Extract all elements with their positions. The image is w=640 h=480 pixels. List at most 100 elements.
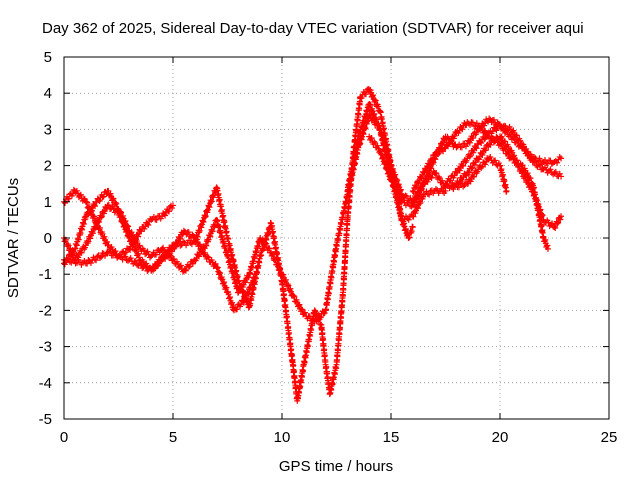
data-point bbox=[486, 140, 493, 147]
data-marker bbox=[242, 279, 249, 286]
data-marker bbox=[88, 207, 95, 214]
data-marker bbox=[510, 127, 517, 134]
data-marker bbox=[87, 235, 94, 242]
data-marker bbox=[489, 135, 496, 142]
y-tick-label: 3 bbox=[44, 121, 52, 138]
data-marker bbox=[460, 162, 467, 169]
data-marker bbox=[93, 257, 100, 264]
data-marker bbox=[465, 169, 472, 176]
x-tick-label: 0 bbox=[60, 429, 68, 446]
data-marker bbox=[107, 190, 114, 197]
data-marker bbox=[122, 217, 129, 224]
data-marker bbox=[195, 253, 202, 260]
data-marker bbox=[410, 188, 417, 195]
data-marker bbox=[199, 248, 206, 255]
data-marker bbox=[65, 242, 72, 249]
data-marker bbox=[455, 184, 462, 191]
data-marker bbox=[110, 195, 117, 202]
data-marker bbox=[465, 169, 472, 176]
data-marker bbox=[456, 141, 463, 148]
series-5 bbox=[344, 101, 565, 232]
data-marker bbox=[293, 296, 300, 303]
data-marker bbox=[112, 199, 119, 206]
data-marker bbox=[103, 238, 110, 245]
data-marker bbox=[266, 245, 273, 252]
data-marker bbox=[73, 187, 80, 194]
data-marker bbox=[298, 306, 305, 313]
data-marker bbox=[478, 164, 485, 171]
data-marker bbox=[285, 282, 292, 289]
data-marker bbox=[168, 253, 175, 260]
data-marker bbox=[527, 175, 534, 182]
data-marker bbox=[552, 225, 559, 232]
data-marker bbox=[426, 162, 433, 169]
series-4 bbox=[61, 85, 416, 404]
data-marker bbox=[164, 251, 171, 258]
data-marker bbox=[463, 172, 470, 179]
data-marker bbox=[492, 157, 499, 164]
data-marker bbox=[441, 145, 448, 152]
data-marker bbox=[405, 216, 412, 223]
y-tick-label: 1 bbox=[44, 194, 52, 211]
data-marker bbox=[482, 147, 489, 154]
data-marker bbox=[513, 157, 520, 164]
data-marker bbox=[368, 134, 375, 141]
data-marker bbox=[98, 253, 105, 260]
data-marker bbox=[95, 219, 102, 226]
data-point bbox=[409, 224, 416, 231]
data-marker bbox=[393, 187, 400, 194]
data-marker bbox=[498, 133, 505, 140]
data-marker bbox=[410, 213, 417, 220]
data-point bbox=[544, 245, 551, 252]
data-marker bbox=[153, 251, 160, 258]
data-marker bbox=[95, 218, 102, 225]
data-marker bbox=[473, 145, 480, 152]
data-marker bbox=[91, 225, 98, 232]
data-marker bbox=[466, 139, 473, 146]
data-marker bbox=[168, 246, 175, 253]
data-marker bbox=[113, 200, 120, 207]
data-marker bbox=[447, 139, 454, 146]
data-marker bbox=[128, 229, 135, 236]
data-marker bbox=[61, 199, 68, 206]
data-marker bbox=[523, 145, 530, 152]
data-marker bbox=[445, 143, 452, 150]
data-marker bbox=[389, 177, 396, 184]
y-tick-label: -1 bbox=[39, 266, 52, 283]
data-marker bbox=[404, 199, 411, 206]
data-marker bbox=[65, 195, 72, 202]
data-marker bbox=[414, 204, 421, 211]
data-marker bbox=[485, 133, 492, 140]
data-marker bbox=[362, 91, 369, 98]
data-marker bbox=[91, 213, 98, 220]
data-marker bbox=[370, 92, 377, 99]
y-axis-label: SDTVAR / TECUs bbox=[5, 178, 22, 298]
data-marker bbox=[468, 165, 475, 172]
data-marker bbox=[91, 256, 98, 263]
data-marker bbox=[157, 258, 164, 265]
data-marker bbox=[428, 187, 435, 194]
data-marker bbox=[429, 156, 436, 163]
data-marker bbox=[413, 195, 420, 202]
data-marker bbox=[116, 251, 123, 258]
data-marker bbox=[291, 293, 298, 300]
data-marker bbox=[555, 219, 562, 226]
data-marker bbox=[358, 95, 365, 102]
data-marker bbox=[428, 174, 435, 181]
data-marker bbox=[481, 122, 488, 129]
data-marker bbox=[436, 149, 443, 156]
data-marker bbox=[374, 142, 381, 149]
chart-title: Day 362 of 2025, Sidereal Day-to-day VTE… bbox=[42, 20, 584, 37]
data-marker bbox=[556, 170, 563, 177]
data-marker bbox=[170, 256, 177, 263]
data-marker bbox=[481, 136, 488, 143]
data-marker bbox=[122, 253, 129, 260]
data-marker bbox=[458, 144, 465, 151]
data-marker bbox=[487, 153, 494, 160]
data-marker bbox=[169, 205, 176, 212]
data-marker bbox=[101, 233, 108, 240]
data-point bbox=[170, 202, 176, 209]
axis-ticks: 0 5 10 15 20 25 -5 -4 -3 -2 -1 0 1 2 3 4 5 bbox=[39, 49, 618, 446]
y-tick-label: -2 bbox=[39, 302, 52, 319]
data-marker bbox=[372, 97, 379, 104]
